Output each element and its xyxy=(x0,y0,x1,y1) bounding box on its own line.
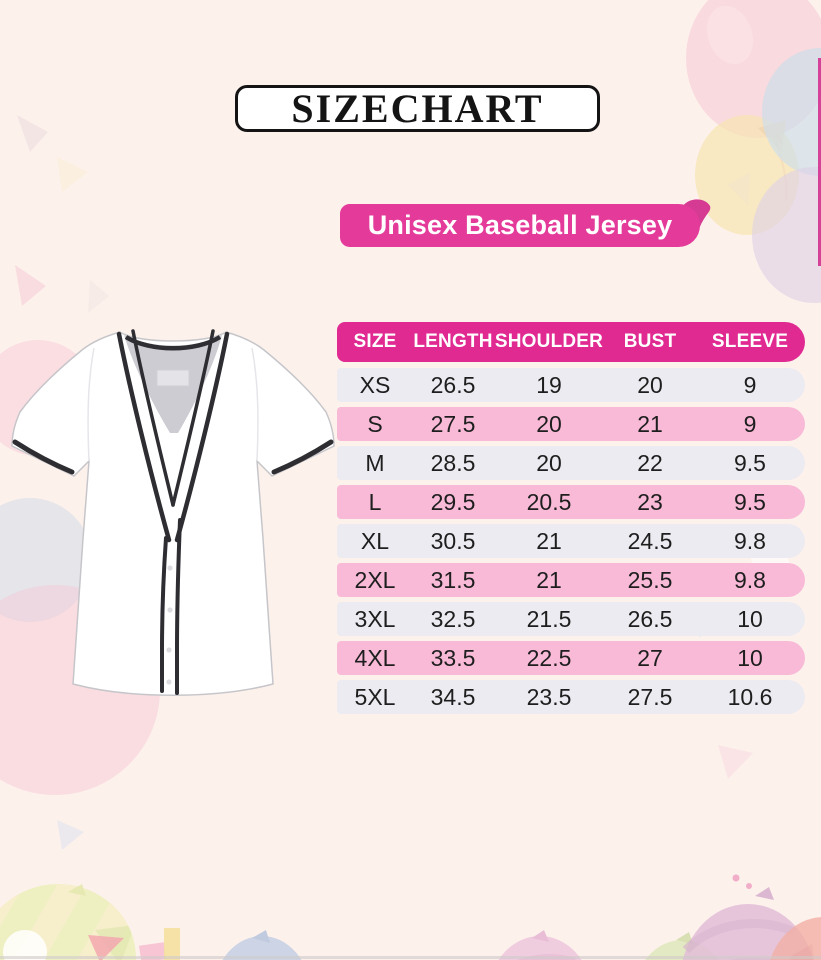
table-cell: 4XL xyxy=(354,644,396,671)
size-table-header: SIZE LENGTH SHOULDER BUST SLEEVE xyxy=(337,322,805,362)
column-header: SIZE xyxy=(353,331,397,352)
table-cell: 9.5 xyxy=(734,488,766,515)
table-cell: 10 xyxy=(737,605,763,632)
table-cell: 27 xyxy=(637,644,663,671)
product-title-banner: Unisex Baseball Jersey xyxy=(340,204,700,247)
table-row: L 29.5 20.5 23 9.5 xyxy=(337,485,805,519)
table-cell: 27.5 xyxy=(627,683,673,710)
column-header: SHOULDER xyxy=(494,331,604,352)
table-row: 2XL 31.5 21 25.5 9.8 xyxy=(337,563,805,597)
table-cell: 22.5 xyxy=(526,644,572,671)
sizechart-title: SIZECHART xyxy=(291,85,544,131)
table-row: 3XL 32.5 21.5 26.5 10 xyxy=(337,602,805,636)
table-row: 5XL 34.5 23.5 27.5 10.6 xyxy=(337,680,805,714)
column-header: LENGTH xyxy=(413,331,493,352)
table-row: XS 26.5 19 20 9 xyxy=(337,368,805,402)
table-cell: 28.5 xyxy=(430,449,476,476)
table-cell: 31.5 xyxy=(430,566,476,593)
table-cell: 32.5 xyxy=(430,605,476,632)
table-cell: 20.5 xyxy=(526,488,572,515)
table-cell: 9.5 xyxy=(734,449,766,476)
column-header: SLEEVE xyxy=(711,331,789,352)
table-cell: 21 xyxy=(536,566,562,593)
table-cell: 34.5 xyxy=(430,683,476,710)
size-table-body: XS 26.5 19 20 9 S 27.5 20 21 9 M 28.5 20 22 9.5 L 29.5 20… xyxy=(337,368,805,714)
table-cell: 9 xyxy=(743,371,757,398)
table-cell: 9.8 xyxy=(734,566,766,593)
column-header: BUST xyxy=(623,331,677,352)
table-cell: 26.5 xyxy=(430,371,476,398)
table-cell: 21.5 xyxy=(526,605,572,632)
table-cell: 23 xyxy=(637,488,663,515)
table-cell: 9.8 xyxy=(734,527,766,554)
table-cell: 22 xyxy=(637,449,663,476)
table-row: XL 30.5 21 24.5 9.8 xyxy=(337,524,805,558)
size-table: SIZE LENGTH SHOULDER BUST SLEEVE XS 26.5 19 20 9… xyxy=(337,322,805,719)
table-cell: 5XL xyxy=(354,683,396,710)
table-cell: 27.5 xyxy=(430,410,476,437)
jersey-illustration xyxy=(11,329,335,696)
table-cell: 26.5 xyxy=(627,605,673,632)
table-cell: S xyxy=(367,410,383,437)
table-cell: 30.5 xyxy=(430,527,476,554)
jersey-tag xyxy=(156,369,190,387)
table-cell: XL xyxy=(360,527,390,554)
table-cell: 2XL xyxy=(354,566,396,593)
product-title: Unisex Baseball Jersey xyxy=(367,210,673,240)
table-cell: M xyxy=(365,449,385,476)
table-row: M 28.5 20 22 9.5 xyxy=(337,446,805,480)
table-cell: 20 xyxy=(536,410,562,437)
table-cell: L xyxy=(368,488,382,515)
table-row: 4XL 33.5 22.5 27 10 xyxy=(337,641,805,675)
table-cell: 19 xyxy=(536,371,562,398)
table-cell: 20 xyxy=(637,371,663,398)
table-cell: 10 xyxy=(737,644,763,671)
table-row: S 27.5 20 21 9 xyxy=(337,407,805,441)
table-cell: 21 xyxy=(536,527,562,554)
table-cell: 33.5 xyxy=(430,644,476,671)
jersey-buttons xyxy=(166,565,173,685)
table-cell: 20 xyxy=(536,449,562,476)
sizechart-title-box: SIZECHART xyxy=(235,85,600,132)
table-cell: 3XL xyxy=(354,605,396,632)
table-cell: 21 xyxy=(637,410,663,437)
table-cell: 10.6 xyxy=(727,683,773,710)
table-cell: 29.5 xyxy=(430,488,476,515)
table-cell: 9 xyxy=(743,410,757,437)
table-cell: 23.5 xyxy=(526,683,572,710)
table-cell: 25.5 xyxy=(627,566,673,593)
table-cell: XS xyxy=(359,371,391,398)
table-cell: 24.5 xyxy=(627,527,673,554)
